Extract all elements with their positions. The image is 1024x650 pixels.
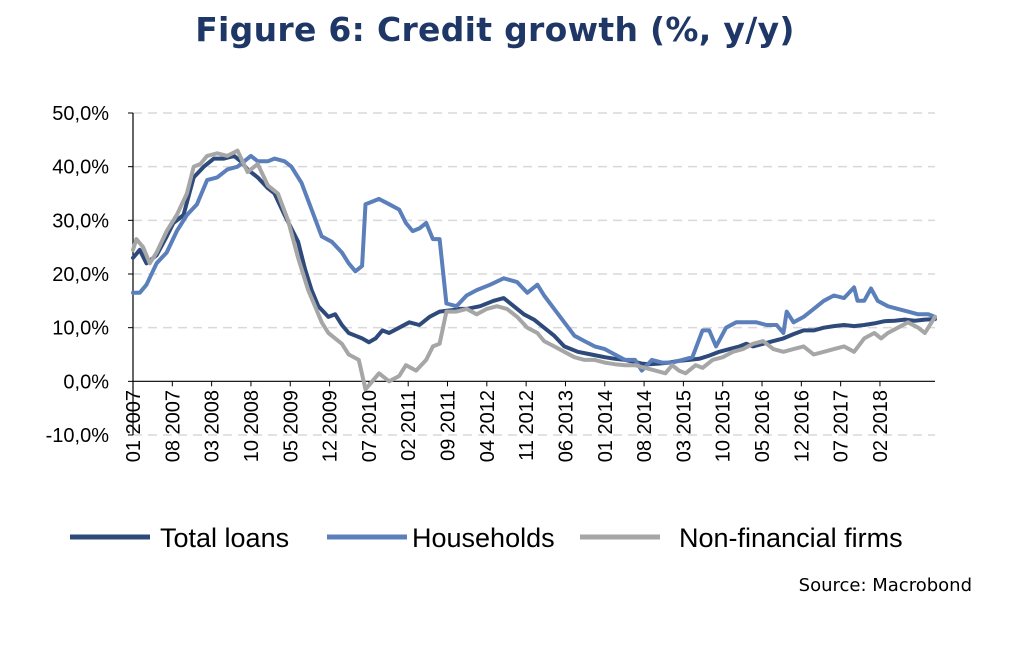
x-tick-label: 05 2009 (280, 390, 302, 462)
y-axis-ticks: -10,0% 0,0% 10,0% 20,0% 30,0% 40,0% 50,0% (46, 103, 110, 447)
x-tick-label: 10 2015 (713, 390, 735, 462)
legend-label: Total loans (160, 523, 289, 553)
series-layer (131, 148, 937, 392)
x-tick-label: 03 2008 (202, 390, 224, 462)
y-tick-label: 0,0% (63, 371, 109, 393)
x-tick-label: 02 2011 (398, 390, 420, 461)
x-tick-label: 12 2016 (791, 390, 813, 462)
x-tick-label: 07 2017 (831, 390, 853, 462)
y-tick-label: -10,0% (46, 425, 110, 447)
legend-label: Non-financial firms (679, 523, 903, 553)
x-tick-label: 12 2009 (320, 390, 342, 462)
chart-title: Figure 6: Credit growth (%, y/y) (195, 10, 795, 49)
x-tick-label: 08 2014 (634, 390, 656, 462)
legend-label: Households (412, 523, 555, 553)
series-line-total-loans (131, 153, 937, 367)
legend: Total loans Households Non-financial firms (70, 523, 903, 553)
y-tick-label: 10,0% (52, 318, 109, 340)
axis-layer (128, 112, 935, 436)
x-tick-label: 10 2008 (241, 390, 263, 462)
x-tick-label: 02 2018 (870, 390, 892, 462)
x-tick-label: 01 2007 (123, 390, 145, 462)
y-tick-label: 40,0% (52, 157, 109, 179)
x-tick-label: 09 2011 (438, 390, 460, 461)
x-tick-label: 03 2015 (673, 390, 695, 462)
x-tick-label: 07 2010 (359, 390, 381, 462)
grid-layer (133, 112, 935, 436)
y-tick-label: 50,0% (52, 103, 109, 125)
y-tick-label: 20,0% (52, 264, 109, 286)
x-tick-label: 05 2016 (752, 390, 774, 462)
x-tick-label: 11 2012 (516, 390, 538, 461)
source-note: Source: Macrobond (798, 575, 972, 596)
x-tick-label: 01 2014 (595, 390, 617, 462)
x-tick-label: 08 2007 (162, 390, 184, 462)
series-line-non-financial-firms (131, 148, 937, 392)
x-axis-ticks: 01 2007 08 2007 03 2008 10 2008 05 2009 12 20… (123, 390, 892, 462)
x-tick-label: 04 2012 (477, 390, 499, 462)
series-line-households (131, 153, 937, 373)
x-tick-label: 06 2013 (555, 390, 577, 462)
y-tick-label: 30,0% (52, 210, 109, 232)
